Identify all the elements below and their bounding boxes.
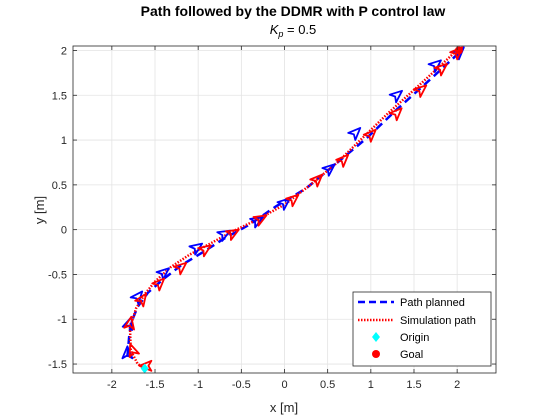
- y-tick-label: -0.5: [48, 269, 67, 281]
- simulated-robot-marker: [362, 128, 377, 143]
- subtitle-symbol: K: [270, 22, 280, 37]
- simulated-robot-marker: [151, 277, 166, 292]
- simulated-robot-marker: [197, 244, 212, 258]
- simulation-path-line: [128, 46, 463, 370]
- x-axis-label: x [m]: [270, 400, 298, 415]
- y-tick-label: -1.5: [48, 359, 67, 371]
- simulated-robot-marker: [309, 173, 324, 188]
- legend-label-goal: Goal: [400, 349, 423, 361]
- origin-marker: [140, 363, 149, 374]
- simulated-robot-marker-body: [285, 193, 300, 208]
- goal-marker: [454, 46, 463, 55]
- legend-swatch-goal: [372, 350, 380, 358]
- simulated-robot-marker-body: [433, 63, 448, 77]
- planned-robot-marker: [188, 242, 204, 256]
- planned-robot-marker-body: [216, 229, 232, 242]
- planned-robot-marker-body: [321, 163, 336, 177]
- simulated-robot-marker: [134, 292, 148, 308]
- planned-robot-marker-body: [347, 127, 362, 141]
- chart-subtitle: Kp = 0.5: [270, 22, 317, 39]
- planned-robot-marker: [388, 89, 403, 104]
- planned-robot-marker: [155, 267, 170, 281]
- simulated-robot-marker: [412, 84, 428, 98]
- x-tick-label: 2: [454, 379, 460, 391]
- subtitle-subscript: p: [277, 29, 283, 39]
- axis-ticks: -2 -1.5 -1 -0.5 0 0.5 1 1.5 2 -1.5 -1 -0.5 0 0.5 1 1.5 2: [48, 45, 496, 391]
- simulated-robot-marker-body: [172, 261, 188, 276]
- planned-path-line: [126, 49, 463, 358]
- y-tick-label: 1: [61, 135, 67, 147]
- x-tick-label: -1.5: [146, 379, 165, 391]
- planned-robot-marker: [276, 197, 291, 211]
- simulated-robot-marker-body: [197, 244, 212, 258]
- simulated-robot-marker: [335, 153, 350, 168]
- simulated-robot-marker-body: [123, 315, 135, 331]
- chart-title: Path followed by the DDMR with P control…: [141, 3, 446, 19]
- simulated-robot-marker: [449, 46, 464, 61]
- subtitle-value: = 0.5: [283, 22, 316, 37]
- planned-robot-marker-body: [129, 290, 144, 305]
- simulated-robot-marker: [285, 193, 300, 208]
- legend: Path planned Simulation path Origin Goal: [352, 291, 492, 367]
- x-tick-label: -0.5: [232, 379, 251, 391]
- x-tick-label: 1.5: [406, 379, 421, 391]
- y-tick-label: 0: [61, 225, 67, 237]
- x-tick-label: -2: [107, 379, 117, 391]
- simulated-robot-marker-body: [362, 128, 377, 143]
- planned-robot-marker: [129, 290, 144, 305]
- simulated-robot-marker: [224, 228, 240, 241]
- simulated-robot-marker: [172, 261, 188, 276]
- y-tick-label: 2: [61, 45, 67, 57]
- x-tick-label: 0: [281, 379, 287, 391]
- simulated-robot-marker-body: [388, 107, 403, 122]
- simulated-robot-marker-body: [224, 228, 240, 241]
- legend-label-path-planned: Path planned: [400, 297, 465, 309]
- simulated-robot-marker: [252, 214, 268, 227]
- simulated-robot-marker-body: [128, 343, 140, 358]
- y-tick-label: 0.5: [52, 180, 67, 192]
- simulated-robot-marker-body: [151, 277, 166, 292]
- planned-robot-marker: [321, 163, 336, 177]
- y-tick-label: 1.5: [52, 90, 67, 102]
- planned-robot-marker-body: [388, 89, 403, 104]
- y-axis-label: y [m]: [32, 196, 47, 224]
- legend-label-origin: Origin: [400, 332, 429, 344]
- simulated-robot-marker-body: [449, 46, 464, 61]
- x-tick-label: -1: [193, 379, 203, 391]
- simulated-robot-marker: [433, 63, 448, 77]
- simulated-robot-marker-body: [134, 292, 148, 308]
- simulated-robot-marker-body: [309, 173, 324, 188]
- legend-swatch-origin: [372, 332, 380, 342]
- planned-robot-marker-body: [188, 242, 204, 256]
- x-tick-label: 0.5: [320, 379, 335, 391]
- simulated-robot-marker: [128, 343, 140, 358]
- y-tick-label: -1: [57, 314, 67, 326]
- simulated-robot-marker-body: [335, 153, 350, 168]
- simulated-robot-marker: [123, 315, 135, 331]
- x-tick-label: 1: [368, 379, 374, 391]
- legend-label-simulation-path: Simulation path: [400, 315, 476, 327]
- planned-robot-marker-body: [276, 197, 291, 211]
- series-lines: [126, 46, 463, 370]
- simulated-robot-marker: [388, 107, 403, 122]
- planned-robot-marker: [216, 229, 232, 242]
- simulated-robot-marker-body: [252, 214, 268, 227]
- planned-robot-marker: [347, 127, 362, 141]
- planned-robot-marker-body: [155, 267, 170, 281]
- simulated-robot-marker-body: [412, 84, 428, 98]
